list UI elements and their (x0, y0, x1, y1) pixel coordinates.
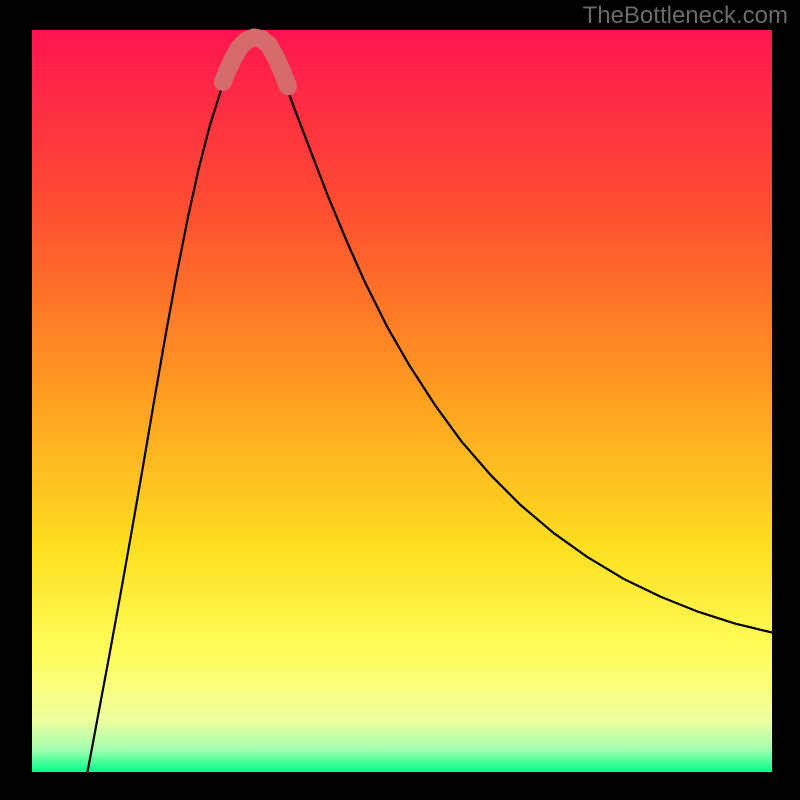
curve-left (88, 66, 232, 772)
chart-svg (0, 0, 800, 800)
thick-segment (223, 37, 288, 86)
curve-right (276, 66, 772, 633)
watermark-text: TheBottleneck.com (583, 2, 788, 30)
